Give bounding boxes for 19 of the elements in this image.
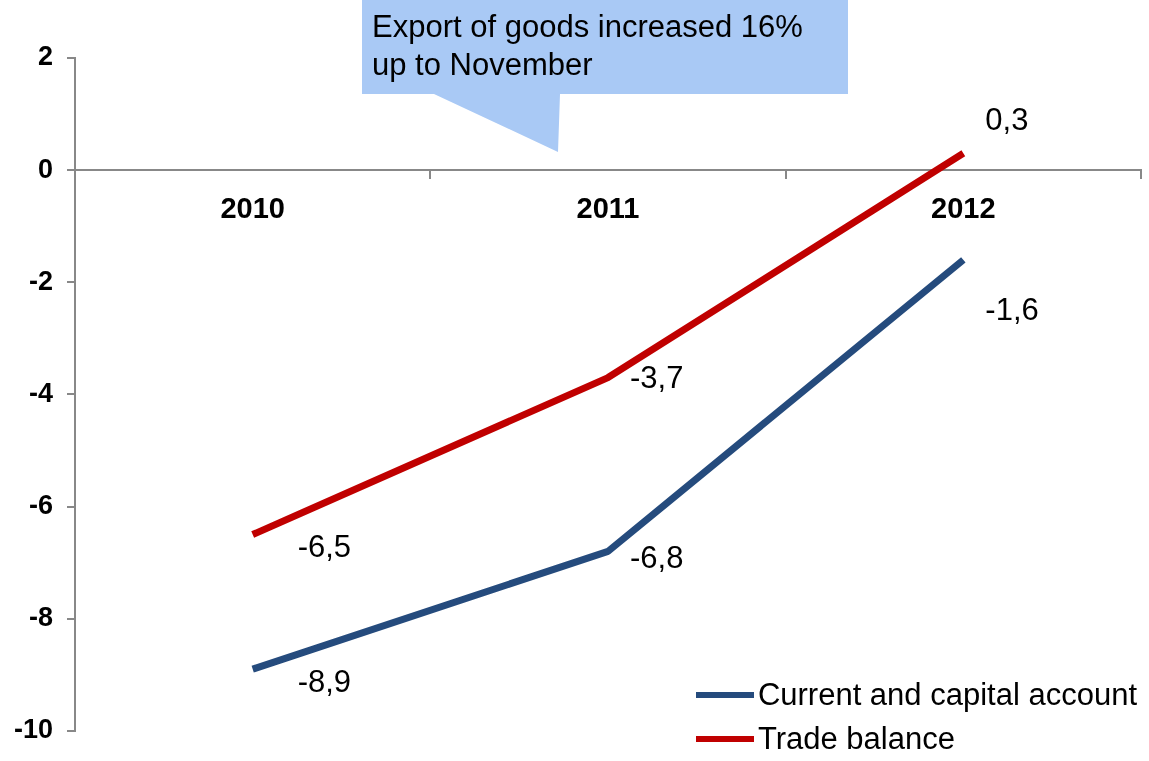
x-tick-label: 2010	[220, 191, 285, 224]
y-tick-label: 0	[37, 153, 54, 184]
data-label: 0,3	[985, 101, 1029, 137]
y-tick-label: -8	[29, 602, 54, 633]
y-tick-label: -4	[29, 377, 54, 408]
data-label: -6,5	[297, 529, 352, 565]
x-tick-label: 2012	[931, 191, 996, 224]
y-tick-label: -6	[29, 489, 54, 520]
x-tick-label: 2011	[576, 191, 640, 224]
legend-label: Current and capital account	[757, 676, 1137, 714]
y-tick-label: -2	[29, 265, 54, 296]
data-label: -3,7	[630, 360, 684, 396]
data-label: -6,8	[630, 539, 684, 575]
data-label: -1,6	[985, 292, 1039, 328]
data-label: -8,9	[297, 663, 352, 699]
annotation: Export of goods increased 16% up to November	[372, 8, 804, 84]
y-tick-label: 2	[37, 41, 54, 72]
y-tick-label: -10	[13, 714, 54, 745]
legend-label: Trade balance	[757, 720, 955, 758]
